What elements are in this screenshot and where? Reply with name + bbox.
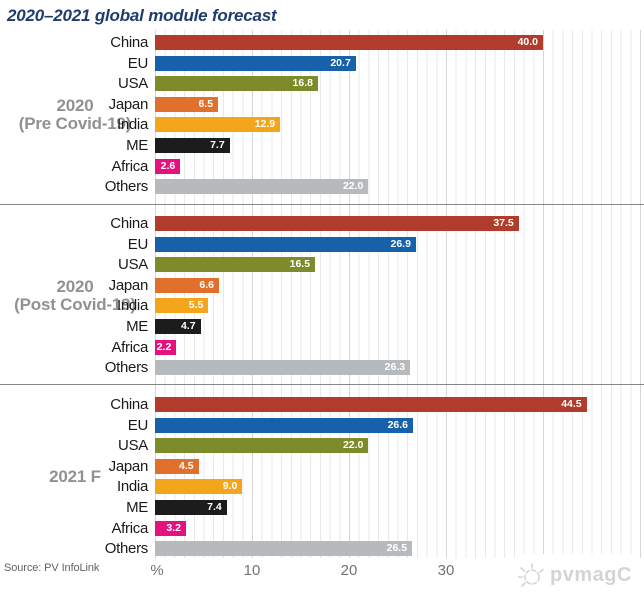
group-label-line: 2020: [56, 276, 94, 296]
category-label: Japan: [108, 95, 149, 113]
bar: 16.5: [155, 257, 316, 273]
bar: 26.5: [155, 541, 413, 557]
bar-value-label: 3.2: [166, 521, 182, 534]
bar: 26.3: [155, 360, 411, 376]
bar: 2.6: [155, 158, 181, 174]
bar-value-label: 4.7: [180, 320, 196, 332]
category-label: Africa: [111, 157, 148, 175]
category-label: USA: [118, 437, 148, 455]
bar-value-label: 40.0: [517, 36, 538, 48]
bar-value-label: 2.2: [156, 340, 172, 353]
category-label: Japan: [108, 457, 149, 475]
bar: 16.8: [155, 76, 318, 92]
bar-value-label: 22.0: [342, 439, 364, 452]
bar-value-label: 5.5: [188, 299, 204, 312]
x-axis-tick-label: 30: [437, 562, 455, 579]
bar: 22.0: [155, 438, 369, 454]
bar-value-label: 2.6: [160, 159, 176, 172]
bar: 20.7: [155, 55, 356, 71]
bar: 40.0: [155, 35, 543, 50]
group-label: 2021 F: [0, 466, 150, 486]
bar: 3.2: [155, 520, 187, 536]
bar-value-label: 26.5: [386, 542, 408, 555]
x-axis: % 10 20 30: [0, 562, 644, 584]
bar: 37.5: [155, 216, 519, 231]
bar-value-label: 37.5: [493, 217, 514, 229]
group-label: 2020 (Post Covid-19): [0, 276, 150, 314]
category-label: India: [116, 478, 148, 496]
bar: 2.2: [155, 339, 177, 355]
source-label: Source: PV InfoLink: [4, 562, 100, 574]
category-label: Others: [104, 359, 149, 377]
watermark-text: pvmagC: [550, 563, 632, 586]
bar-value-label: 26.6: [387, 418, 409, 431]
bar: 22.0: [155, 179, 369, 195]
bar: 4.5: [155, 458, 199, 474]
bar-value-label: 22.0: [342, 180, 364, 193]
category-label: India: [116, 297, 148, 315]
category-label: EU: [127, 54, 149, 72]
bar-value-label: 44.5: [561, 398, 582, 410]
x-axis-unit-label: %: [150, 562, 164, 579]
bar-value-label: 7.4: [207, 501, 222, 513]
bar-value-label: 16.8: [292, 77, 313, 90]
bar-value-label: 4.5: [179, 459, 194, 472]
category-label: India: [116, 116, 148, 134]
category-label: China: [110, 215, 148, 232]
category-label: Others: [104, 178, 149, 196]
bar: 9.0: [155, 479, 243, 495]
bar: 26.6: [155, 417, 414, 433]
bar: 6.6: [155, 277, 220, 293]
bar-value-label: 26.3: [384, 361, 406, 374]
bar-value-label: 20.7: [330, 56, 351, 69]
bar-value-label: 6.5: [198, 97, 214, 110]
bar-value-label: 26.9: [390, 237, 411, 250]
x-axis-tick-label: 10: [243, 562, 261, 579]
x-axis-tick-label: 20: [340, 562, 358, 579]
bar-value-label: 6.6: [199, 278, 215, 291]
bar: 7.4: [155, 500, 227, 515]
chart-title: 2020–2021 global module forecast: [7, 6, 277, 25]
category-label: ME: [126, 499, 148, 516]
category-label: ME: [126, 318, 148, 335]
bar-value-label: 7.7: [210, 139, 225, 151]
bar: 44.5: [155, 397, 587, 412]
pvmag-sun-logo-icon: [517, 563, 544, 587]
bar-value-label: 12.9: [254, 118, 276, 131]
category-label: Africa: [111, 338, 148, 356]
group-label-line: (Pre Covid-19): [18, 113, 132, 133]
bar: 12.9: [155, 117, 281, 133]
watermark: pvmagC: [516, 554, 640, 596]
group-label-line: 2020: [56, 95, 94, 115]
category-label: Africa: [111, 519, 148, 537]
category-label: Japan: [108, 276, 149, 294]
group-label: 2020 (Pre Covid-19): [0, 95, 150, 133]
bar: 5.5: [155, 298, 209, 314]
bar: 7.7: [155, 138, 230, 153]
bar: 4.7: [155, 319, 201, 334]
category-label: China: [110, 396, 148, 413]
group-label-line: 2021 F: [49, 466, 101, 486]
group-separator: [0, 384, 644, 385]
category-label: EU: [127, 235, 149, 253]
group-label-line: (Post Covid-19): [14, 294, 136, 314]
category-label: USA: [118, 256, 148, 274]
bar: 26.9: [155, 236, 416, 252]
bar-value-label: 16.5: [289, 258, 311, 271]
category-label: EU: [127, 416, 149, 434]
category-label: Others: [104, 540, 149, 558]
category-label: USA: [118, 75, 148, 93]
bar: 6.5: [155, 96, 219, 112]
category-label: ME: [126, 137, 148, 154]
group-separator: [0, 204, 644, 205]
category-label: China: [110, 34, 148, 51]
bar-value-label: 9.0: [222, 480, 238, 493]
